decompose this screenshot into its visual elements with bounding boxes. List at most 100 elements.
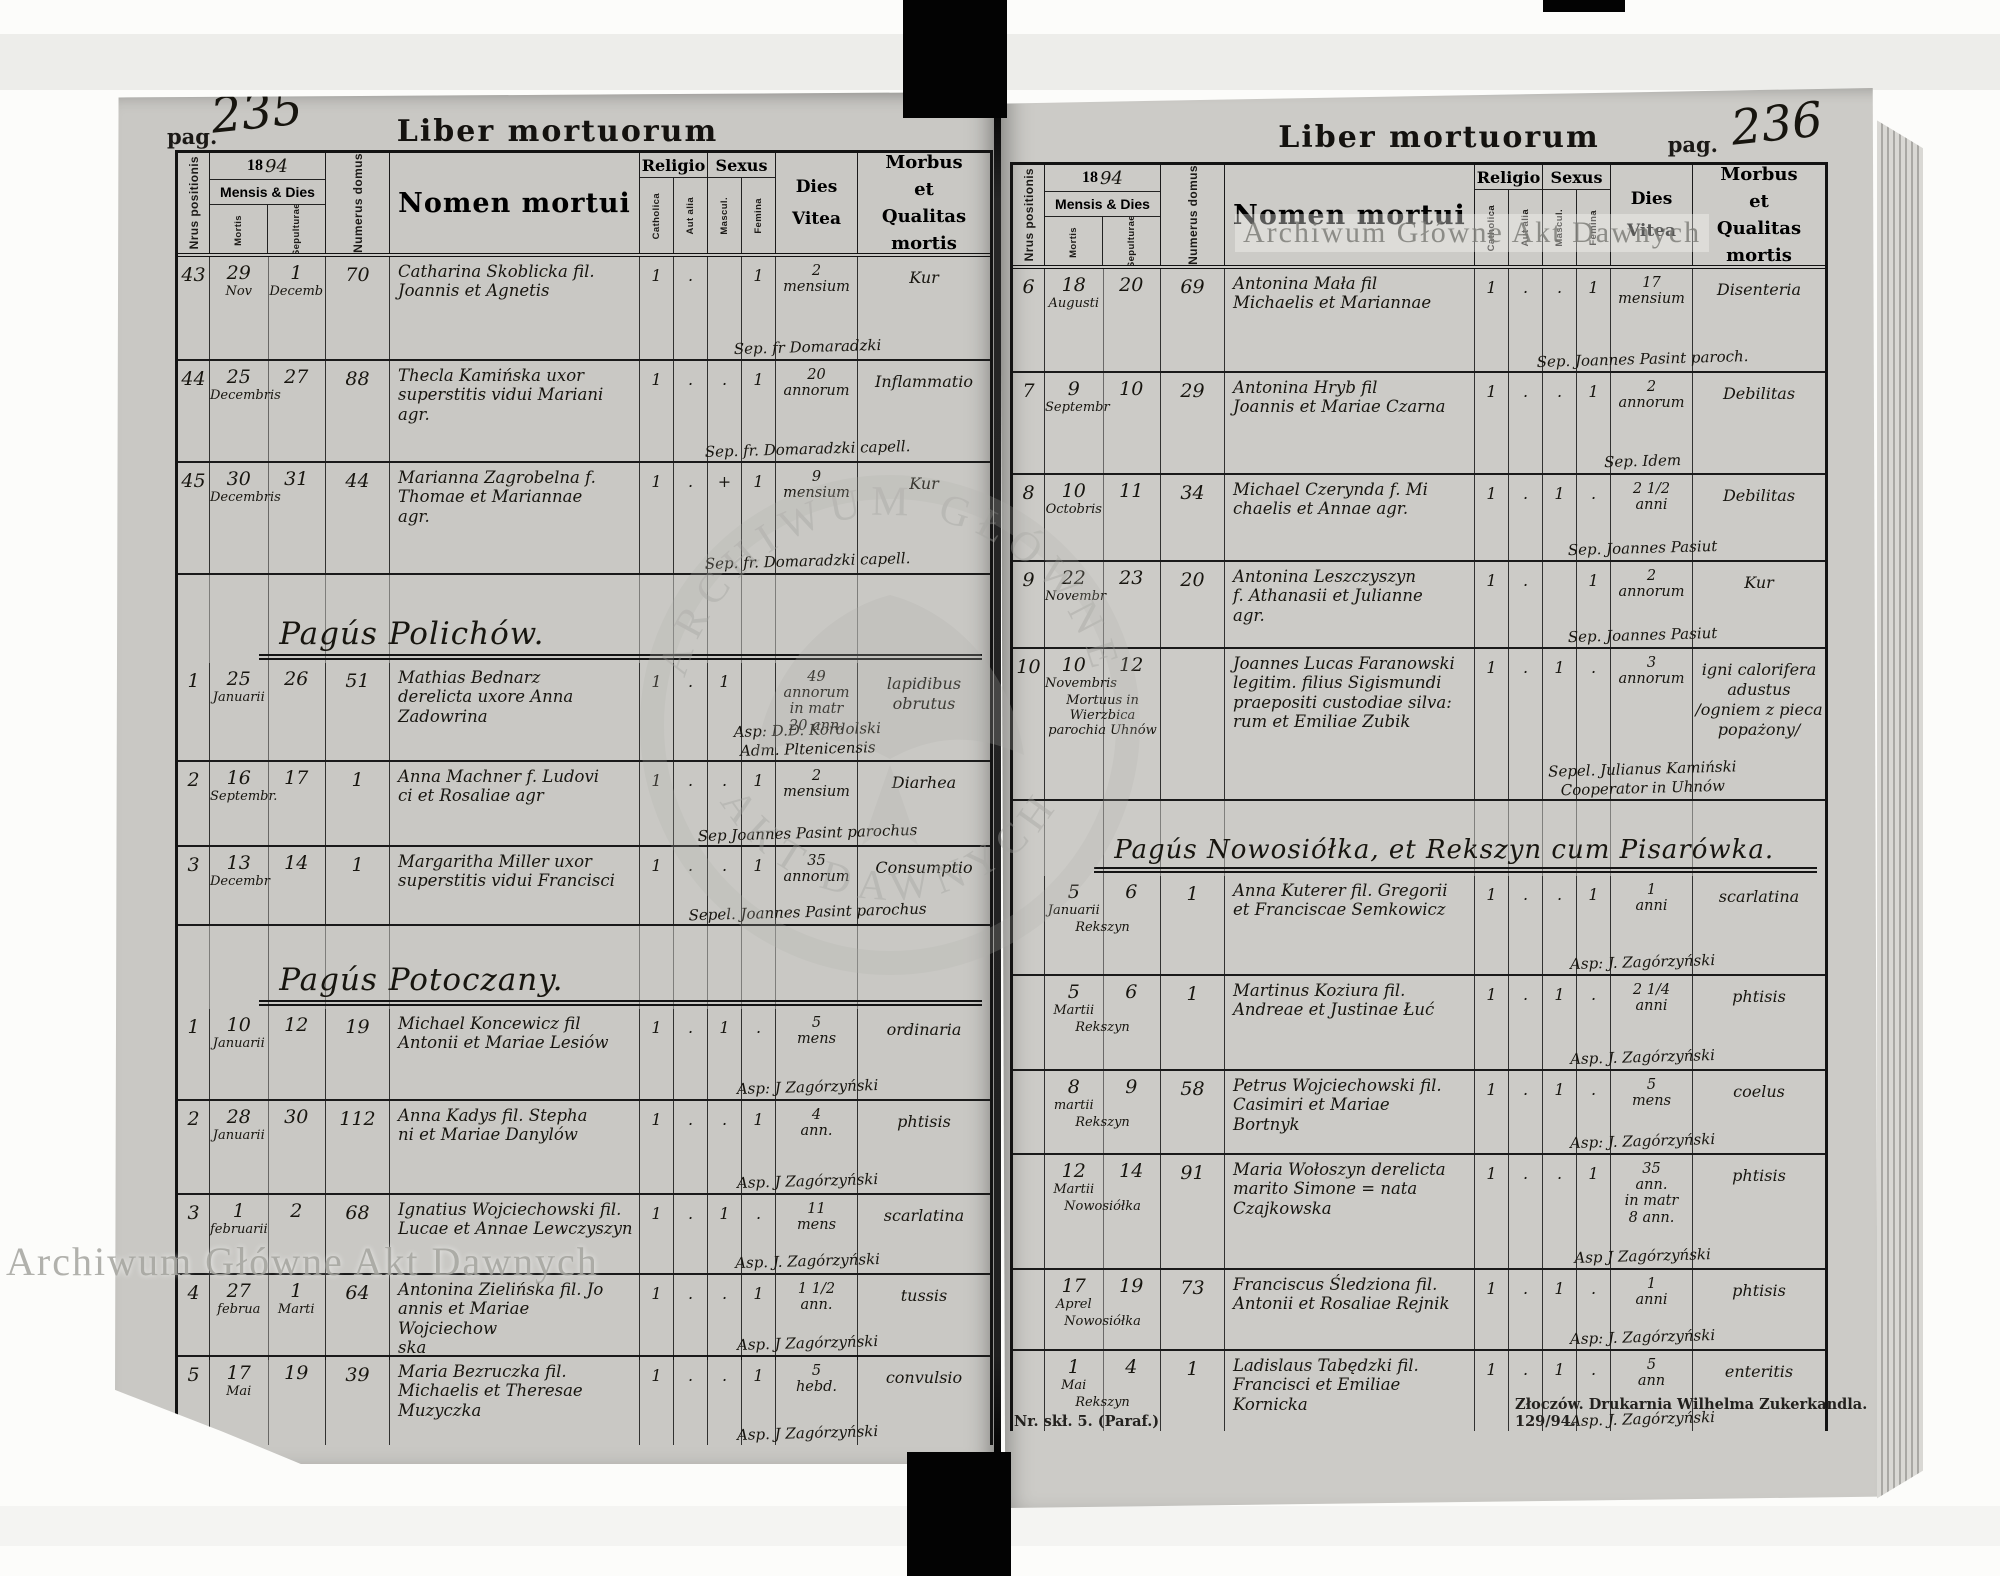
col-sepulturae: Sepulturae xyxy=(267,205,325,253)
cell-female-mark: 1 xyxy=(742,361,776,461)
death-month: Nov xyxy=(225,284,253,299)
death-day: 27 xyxy=(226,1280,251,1302)
cell-house-number: 88 xyxy=(326,361,390,461)
burial-day: 26 xyxy=(284,668,309,690)
cell-cause-of-death: Inflammatio xyxy=(875,372,973,391)
cell-name-of-deceased: Maria Wołoszyn derelicta marito Simone =… xyxy=(1225,1155,1475,1268)
cell-name-of-deceased xyxy=(390,926,640,1009)
village-section-heading: Pagús Polichów. xyxy=(259,616,982,660)
cell-other-faith-mark: . xyxy=(1509,562,1543,647)
burial-day: 6 xyxy=(1125,981,1138,1003)
cell-name-of-deceased: Marianna Zagrobelna f. Thomae et Mariann… xyxy=(390,463,640,573)
death-day: 5 xyxy=(1067,881,1080,903)
cell-death-burial-dates xyxy=(1045,801,1161,876)
cell-cause-of-death: phtisis xyxy=(1732,1166,1786,1185)
cell-cause-of-death: lapidibus obrutus xyxy=(886,674,962,713)
burial-day: 14 xyxy=(284,852,309,874)
burial-month xyxy=(268,1222,325,1237)
cell-male-mark: 1 xyxy=(1543,475,1577,560)
death-month: februa xyxy=(217,1302,261,1317)
cell-age-at-death: 5 mens xyxy=(776,1009,858,1099)
cell-male-mark: 1 xyxy=(1543,1270,1577,1349)
cell-position-number: 45 xyxy=(178,463,210,573)
cell-position-number: 43 xyxy=(178,257,210,359)
burial-day: 19 xyxy=(1119,1275,1144,1297)
cell-other-faith-mark: . xyxy=(674,847,708,924)
burial-day: 6 xyxy=(1125,881,1138,903)
cell-house-number: 34 xyxy=(1161,475,1225,560)
cell-position-number xyxy=(1013,801,1045,876)
cell-male-mark: + xyxy=(708,463,742,573)
page-title: Liber mortuorum xyxy=(1278,120,1600,155)
cell-male-mark: . xyxy=(1543,269,1577,371)
cell-death-burial-dates: 10 12 Januarii xyxy=(210,1009,326,1099)
pag-label: pag. xyxy=(1667,132,1718,157)
cell-name-of-deceased: Anna Kadys fil. Stepha ni et Mariae Dany… xyxy=(390,1101,640,1193)
cell-age-at-death: 2 mensium xyxy=(776,257,858,359)
cell-other-faith-mark xyxy=(1509,801,1543,876)
cell-name-of-deceased: Antonina Hryb fil Joannis et Mariae Czar… xyxy=(1225,373,1475,473)
cell-other-faith-mark: . xyxy=(1509,1351,1543,1431)
cell-house-number: 19 xyxy=(326,1009,390,1099)
col-house-number: Numerus domus xyxy=(1161,165,1225,265)
register-row: 44 25 27 Decembris 88 Thecla Kamińska ux… xyxy=(178,361,990,463)
burial-month xyxy=(277,789,325,804)
cell-death-burial-dates: 17 19 Aprel Nowosiółka xyxy=(1045,1270,1161,1349)
death-month: Decembris xyxy=(210,490,281,505)
cell-cause-of-death: Consumptio xyxy=(875,858,973,877)
cell-male-mark: 1 xyxy=(708,1009,742,1099)
death-day: 10 xyxy=(1061,654,1086,676)
cell-cause-of-death: tussis xyxy=(900,1286,948,1305)
cell-female-mark: . xyxy=(1577,976,1611,1069)
cell-catholic-mark: 1 xyxy=(640,257,674,359)
cell-other-faith-mark: . xyxy=(674,663,708,760)
col-femina: Femina xyxy=(741,178,775,253)
cell-female-mark: . xyxy=(742,1009,776,1099)
col-dates: 18 94 Mensis & Dies Mortis Sepulturae xyxy=(1045,165,1161,265)
burial-month xyxy=(1103,1003,1161,1018)
cell-female-mark: 1 xyxy=(1577,373,1611,473)
cell-other-faith-mark: . xyxy=(1509,1270,1543,1349)
burial-day: 10 xyxy=(1119,378,1144,400)
cell-male-mark: . xyxy=(708,762,742,845)
page-number-handwritten: 236 xyxy=(1728,91,1826,157)
cell-death-burial-dates: 30 31 Decembris xyxy=(210,463,326,573)
cell-house-number: 91 xyxy=(1161,1155,1225,1268)
cell-catholic-mark: 1 xyxy=(640,1195,674,1273)
mensis-dies-label: Mensis & Dies xyxy=(210,180,325,205)
cell-age-at-death: 2 annorum xyxy=(1611,373,1693,473)
col-mascul: Mascul. xyxy=(1554,209,1565,247)
death-day: 1 xyxy=(1067,1356,1080,1378)
burial-day: 12 xyxy=(1119,654,1144,676)
cell-other-faith-mark: . xyxy=(1509,269,1543,371)
cell-name-of-deceased: Antonina Mała fil Michaelis et Mariannae xyxy=(1225,269,1475,371)
cell-name-of-deceased: Anna Machner f. Ludovi ci et Rosaliae ag… xyxy=(390,762,640,845)
burial-month xyxy=(268,1036,326,1051)
year-label: 18 94 xyxy=(1045,165,1160,192)
cell-male-mark xyxy=(708,575,742,663)
register-row: 10 10 12 Novembris Mortuus in Wierzbica … xyxy=(1013,649,1825,801)
cell-name-of-deceased: Mathias Bednarz derelicta uxore Anna Zad… xyxy=(390,663,640,760)
col-religio: Religio Catholica Aut alia xyxy=(640,153,708,253)
cell-catholic-mark xyxy=(1475,801,1509,876)
cell-cause-of-death: igni calorifera adustus /ogniem z pieca … xyxy=(1695,660,1823,739)
col-religio: Religio Catholica Aut alia xyxy=(1475,165,1543,265)
cell-catholic-mark: 1 xyxy=(640,847,674,924)
cell-male-mark: 1 xyxy=(1543,1071,1577,1153)
cell-house-number: 1 xyxy=(326,762,390,845)
page-title: Liber mortuorum xyxy=(396,114,719,149)
burial-day: 14 xyxy=(1119,1160,1144,1182)
register-row: 8 9 martii Rekszyn 58 Petrus Wojciechows… xyxy=(1013,1071,1825,1155)
col-dates: 18 94 Mensis & Dies Mortis Sepulturae xyxy=(210,153,326,253)
cell-other-faith-mark: . xyxy=(1509,373,1543,473)
cell-catholic-mark: 1 xyxy=(1475,562,1509,647)
cell-house-number: 29 xyxy=(1161,373,1225,473)
burial-month xyxy=(1103,296,1161,311)
death-day: 25 xyxy=(226,668,251,690)
table-header: Nrus positionis 18 94 Mensis & Dies Morti… xyxy=(1013,165,1825,269)
register-row: 7 9 10 Septembr 29 Antonina Hryb fil Joa… xyxy=(1013,373,1825,475)
register-row: Pagús Polichów. xyxy=(178,575,990,663)
cell-other-faith-mark xyxy=(674,575,708,663)
cell-male-mark: . xyxy=(1543,373,1577,473)
book-gutter xyxy=(994,90,1001,1466)
